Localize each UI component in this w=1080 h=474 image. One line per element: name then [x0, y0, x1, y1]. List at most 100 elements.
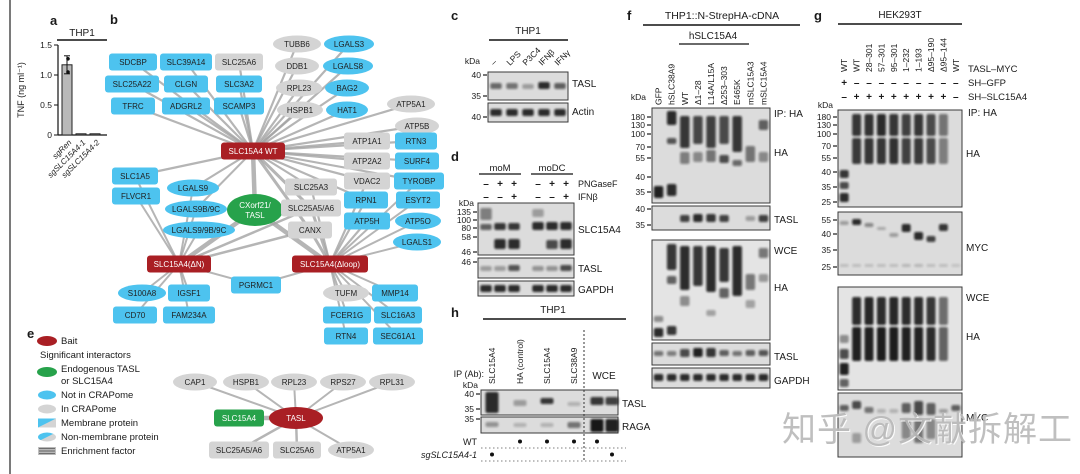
protein-band	[560, 265, 572, 271]
protein-band	[485, 392, 499, 413]
treatment-symbol: +	[511, 179, 517, 190]
node-rtn3	[395, 132, 437, 150]
node-label-pgrmc1: PGRMC1	[239, 281, 274, 290]
node-label-tfrc: TFRC	[122, 102, 144, 111]
protein-band	[745, 374, 756, 381]
protein-band	[732, 160, 742, 166]
protein-band	[839, 221, 849, 225]
protein-band	[901, 403, 911, 413]
lane-label: 95–301	[889, 43, 899, 72]
protein-band	[490, 83, 502, 89]
node-label-slc25a3: SLC25A3	[294, 183, 329, 192]
protein-band	[914, 264, 924, 267]
treatment-symbol: –	[903, 78, 909, 89]
legend-nonmembrane-icon	[38, 432, 56, 442]
kda-tick-label: 55	[636, 153, 646, 163]
blot-box	[477, 202, 575, 256]
y-tick-label: 1.0	[40, 70, 52, 80]
node-s100a8	[118, 284, 166, 302]
kda-tick-label: 100	[631, 129, 645, 139]
lane-label: –	[488, 57, 499, 68]
node-label-fcer1g: FCER1G	[331, 311, 363, 320]
node-label-tyrobp: TYROBP	[403, 177, 436, 186]
group-title: THP1	[540, 305, 566, 316]
protein-band	[758, 215, 769, 222]
genotype-dot	[610, 452, 614, 457]
protein-band	[914, 138, 924, 164]
protein-band	[839, 264, 849, 267]
kda-tick-label: 100	[817, 129, 831, 139]
protein-band	[706, 246, 716, 292]
node-rpl23	[276, 79, 322, 97]
protein-band	[876, 327, 886, 361]
node-label-slc25a22: SLC25A22	[113, 80, 152, 89]
node-slc1a5	[112, 167, 158, 185]
protein-band	[706, 214, 716, 222]
protein-band	[546, 266, 558, 271]
node-flvcr1	[112, 187, 160, 205]
legend-label: Bait	[61, 336, 78, 347]
ip-antibody-label: IP (Ab):	[454, 369, 484, 379]
protein-band	[926, 327, 936, 361]
protein-band	[546, 285, 558, 292]
node-label-rpl23_2: RPL23	[282, 378, 307, 387]
treatment-symbol: +	[563, 192, 569, 203]
protein-band	[508, 265, 520, 271]
node-label-scamp3: SCAMP3	[223, 102, 256, 111]
legend-label: Non-membrane protein	[61, 432, 159, 443]
protein-band	[839, 405, 849, 411]
protein-band	[914, 419, 924, 443]
protein-band	[852, 114, 862, 136]
treatment-symbol: –	[841, 92, 847, 103]
kda-tick-label: 40	[636, 172, 646, 182]
panel-label-c: c	[451, 8, 458, 23]
kda-tick-label: 40	[472, 112, 482, 122]
protein-band	[914, 232, 924, 240]
node-label-rtn4: RTN4	[336, 332, 357, 341]
node-label-ddb1: DDB1	[286, 62, 308, 71]
kda-tick-label: 55	[822, 153, 832, 163]
panel-label-f: f	[627, 8, 632, 23]
kda-label: kDa	[631, 92, 646, 102]
node-label-cap1: CAP1	[185, 378, 206, 387]
lane-label: Δ253–303	[719, 66, 729, 105]
node-sdcbp	[109, 53, 157, 71]
panel-label-a: a	[50, 13, 58, 28]
node-label-slc16a3: SLC16A3	[381, 311, 416, 320]
protein-band	[719, 155, 729, 163]
node-label-rps27: RPS27	[330, 378, 356, 387]
node-label-atp2a2: ATP2A2	[352, 157, 382, 166]
protein-band	[666, 138, 677, 144]
protein-band	[494, 239, 506, 249]
node-label-lgals1: LGALS1	[402, 238, 433, 247]
protein-band	[914, 327, 924, 361]
protein-band	[938, 297, 948, 325]
node-label-slc25a56: SLC25A5/A6	[288, 204, 335, 213]
treatment-symbol: –	[535, 179, 541, 190]
kda-label: kDa	[459, 198, 474, 208]
protein-band	[864, 327, 874, 361]
protein-band	[522, 84, 534, 89]
blot-side-label: WCE	[774, 246, 798, 257]
legend-gray-icon	[38, 404, 56, 414]
protein-band	[719, 248, 729, 282]
left-border-line	[9, 0, 11, 474]
node-label-bag2: BAG2	[336, 84, 358, 93]
node-label-tubb6: TUBB6	[284, 40, 310, 49]
treatment-symbol: +	[891, 92, 897, 103]
node-label-rtn3: RTN3	[406, 137, 427, 146]
node-slc25a22	[105, 75, 159, 93]
node-dn	[147, 255, 211, 273]
lane-label: 1–193	[914, 48, 924, 72]
treatment-symbol: –	[535, 192, 541, 203]
kda-tick-label: 40	[822, 167, 832, 177]
node-label-rpl23: RPL23	[287, 84, 312, 93]
protein-band	[901, 419, 911, 439]
subgroup-title: hSLC15A4	[689, 31, 738, 42]
panel-label-h: h	[451, 305, 459, 320]
node-pgrmc1	[231, 276, 281, 294]
node-lgals8	[323, 57, 373, 75]
protein-band	[693, 246, 703, 286]
node-atp5b	[395, 117, 439, 135]
